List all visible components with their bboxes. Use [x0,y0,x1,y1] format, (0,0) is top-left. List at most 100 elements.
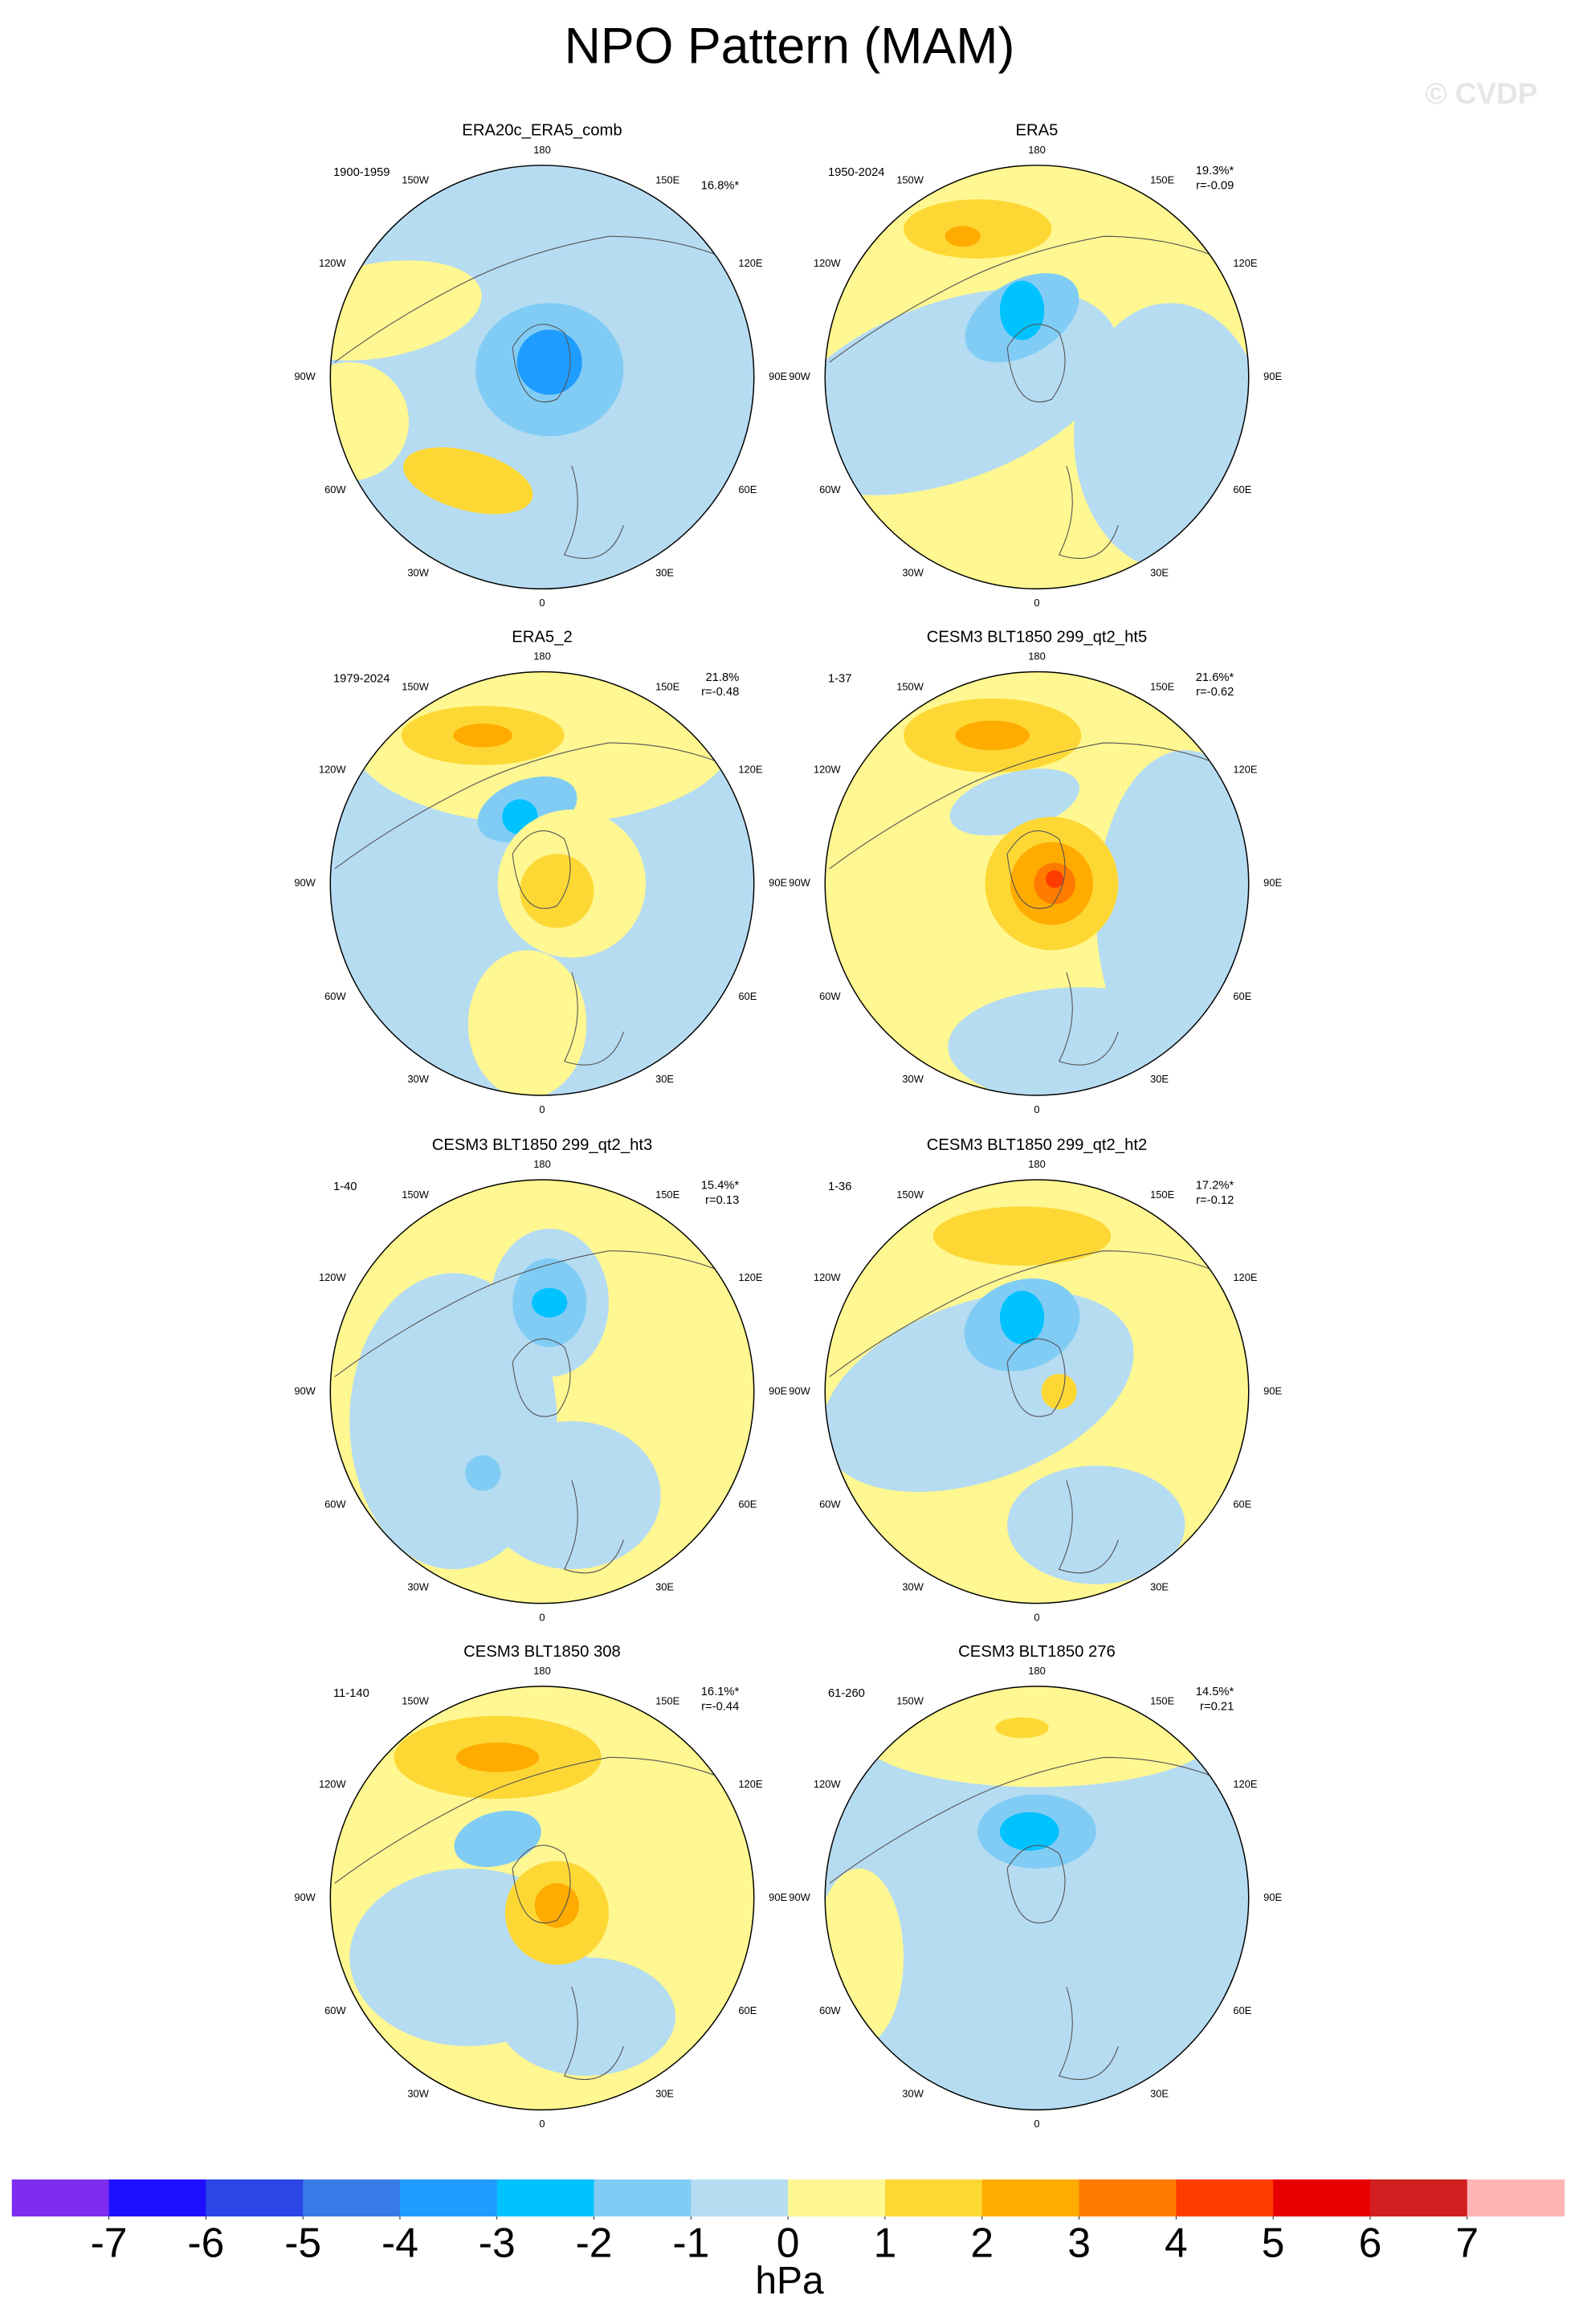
lon-label: 90E [1263,1384,1282,1396]
colorbar-label: 4 [1165,2220,1188,2266]
coastline [829,235,1238,559]
map-border [824,1179,1250,1604]
anomaly-contour [465,1455,501,1491]
map-panel [330,165,754,589]
coastline [829,1756,1238,2081]
colorbar-box [1369,2179,1468,2217]
colorbar-box [108,2179,206,2217]
colorbar-box [691,2179,789,2217]
lon-label: 180 [1028,144,1046,156]
colorbar-box [594,2179,692,2217]
lon-label: 120W [814,1778,842,1790]
map-border [824,165,1250,590]
lon-label: 60E [1233,2004,1251,2016]
panel-period: 11-140 [333,1687,369,1700]
panel-period: 61-260 [828,1687,865,1700]
panel-correlation: r=-0.44 [701,1701,739,1714]
lon-label: 120E [1233,764,1258,776]
anomaly-contour [1007,1466,1185,1584]
lon-label: 150E [655,1695,680,1707]
colorbar-box [981,2179,1080,2217]
map-panel [825,1180,1249,1604]
lon-label: 180 [1028,650,1046,663]
anomaly-contour [534,1883,580,1928]
figure-title: NPO Pattern (MAM) [565,18,1015,75]
map-panel [825,1686,1249,2110]
colorbar-label: 7 [1455,2220,1479,2266]
anomaly-contour [483,1421,661,1570]
lon-label: 30W [902,566,924,578]
lon-label: 30E [1150,2087,1169,2099]
map-panel [825,671,1249,1096]
colorbar-units: hPa [755,2260,824,2302]
lon-label: 120W [319,257,347,269]
anomaly-contour [1074,303,1249,570]
coastline [334,1250,743,1574]
panel-period: 1979-2024 [333,673,390,686]
lon-label: 150E [1150,174,1175,186]
lon-label: 90E [1263,370,1282,382]
lon-label: 90E [769,877,787,889]
lon-label: 60E [738,990,757,1002]
lon-label: 180 [1028,1665,1046,1677]
colorbar-label: 5 [1262,2220,1285,2266]
panel-title: CESM3 BLT1850 308 [463,1643,621,1661]
colorbar-box [788,2179,886,2217]
lon-label: 30W [407,2087,429,2099]
lon-label: 90E [769,1384,787,1396]
colorbar-box [303,2179,401,2217]
panel-period: 1950-2024 [828,166,885,179]
map-border [329,1179,755,1604]
lon-label: 0 [539,1611,545,1623]
lon-label: 150W [402,174,430,186]
lon-label: 90E [769,1891,787,1903]
lon-label: 60W [324,990,346,1002]
lon-label: 90E [769,370,787,382]
anomaly-contour [955,720,1030,751]
lon-label: 60W [819,483,841,495]
colorbar-box [1079,2179,1177,2217]
lon-label: 120E [1233,1271,1258,1283]
lon-label: 30E [655,2087,674,2099]
lon-label: 180 [533,144,551,156]
colorbar-label: 0 [777,2220,800,2266]
lon-label: 120E [738,1778,763,1790]
panel-variance: 16.8%* [701,180,740,193]
lon-label: 30E [655,1073,674,1085]
anomaly-contour [1046,870,1064,888]
anomaly-contour [456,1742,540,1772]
map-panel [330,671,754,1096]
coastline [334,1756,743,2081]
colorbar-box [11,2179,110,2217]
panel-period: 1-36 [828,1180,852,1193]
colorbar-label: 6 [1359,2220,1382,2266]
anomaly-contour [497,1957,675,2076]
anomaly-contour [948,987,1215,1096]
lon-label: 60W [324,483,346,495]
map-background [825,1686,1249,2110]
lon-label: 30E [1150,1073,1169,1085]
panel-correlation: r=-0.09 [1196,180,1234,193]
lon-label: 60W [324,1498,346,1510]
panel-title: CESM3 BLT1850 299_qt2_ht2 [927,1136,1148,1154]
lon-label: 0 [1034,1611,1039,1623]
anomaly-contour [330,260,482,361]
lon-label: 60E [1233,990,1251,1002]
panel-variance: 14.5%* [1196,1686,1234,1698]
lon-label: 180 [533,650,551,663]
lon-label: 150W [896,1189,924,1201]
panel-correlation: r=-0.62 [1196,686,1234,699]
lon-label: 0 [1034,1103,1039,1115]
panel-correlation: r=0.13 [705,1194,739,1207]
coastline [829,1250,1238,1574]
anomaly-contour [1041,1373,1077,1409]
colorbar-box [1176,2179,1274,2217]
lon-label: 60E [738,2004,757,2016]
anomaly-contour [520,854,594,928]
lon-label: 90W [789,877,810,889]
panel-period: 1-37 [828,673,852,686]
lon-label: 120E [1233,1778,1258,1790]
lon-label: 120W [814,257,842,269]
colorbar-label: -3 [479,2220,516,2266]
